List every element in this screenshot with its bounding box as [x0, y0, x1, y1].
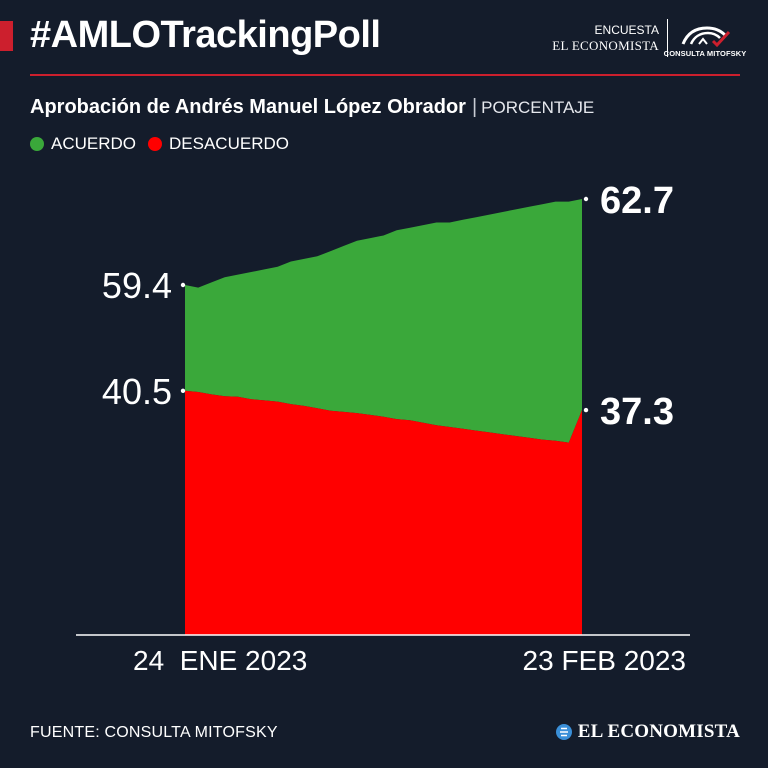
brand-line-economista: EL ECONOMISTA: [552, 38, 659, 53]
point-desacuerdo-start: [180, 388, 186, 393]
chart-title-text: Aprobación de Andrés Manuel López Obrado…: [30, 96, 466, 118]
area-desacuerdo: [185, 390, 582, 635]
point-desacuerdo-end: [583, 407, 589, 413]
footer-brand-text: EL ECONOMISTA: [577, 721, 740, 742]
header-rule: [30, 74, 740, 76]
point-acuerdo-start: [180, 282, 186, 288]
label-acuerdo-end: 62.7: [600, 180, 674, 222]
brand-text: ENCUESTA EL ECONOMISTA: [552, 22, 667, 54]
label-acuerdo-start: 59.4: [102, 265, 172, 306]
legend-item-desacuerdo: DESACUERDO: [148, 134, 289, 154]
legend-dot-desacuerdo-icon: [148, 137, 163, 151]
chart-title: Aprobación de Andrés Manuel López Obrado…: [30, 96, 594, 119]
brand-block: ENCUESTA EL ECONOMISTA CONSULTA MITOFSKY: [552, 18, 746, 58]
legend-item-acuerdo: ACUERDO: [30, 134, 136, 154]
brand-divider: [667, 19, 668, 57]
mitofsky-logo-label: CONSULTA MITOFSKY: [663, 49, 747, 58]
point-acuerdo-end: [583, 196, 589, 202]
area-acuerdo: [185, 199, 582, 443]
chart-unit: PORCENTAJE: [481, 98, 595, 117]
label-desacuerdo-start: 40.5: [102, 371, 172, 412]
source-note: FUENTE: CONSULTA MITOFSKY: [30, 724, 278, 741]
header-accent-bar: [0, 21, 13, 51]
legend-label-desacuerdo: DESACUERDO: [169, 134, 289, 153]
label-desacuerdo-end: 37.3: [600, 391, 674, 433]
page-title: #AMLOTrackingPoll: [30, 14, 381, 56]
legend-dot-acuerdo-icon: [30, 137, 44, 151]
brand-line-encuesta: ENCUESTA: [594, 23, 659, 37]
el-economista-e-icon: [555, 724, 572, 740]
legend-label-acuerdo: ACUERDO: [51, 134, 137, 153]
x-tick-label-start: 24 ENE 2023: [133, 645, 307, 676]
footer-brand: EL ECONOMISTA: [555, 721, 740, 743]
chart-legend: ACUERDO DESACUERDO: [30, 134, 301, 154]
mitofsky-emblem-icon: [681, 26, 731, 48]
x-tick-label-end: 23 FEB 2023: [523, 645, 686, 676]
mitofsky-logo: CONSULTA MITOFSKY: [664, 18, 746, 58]
title-separator: |: [471, 96, 478, 118]
